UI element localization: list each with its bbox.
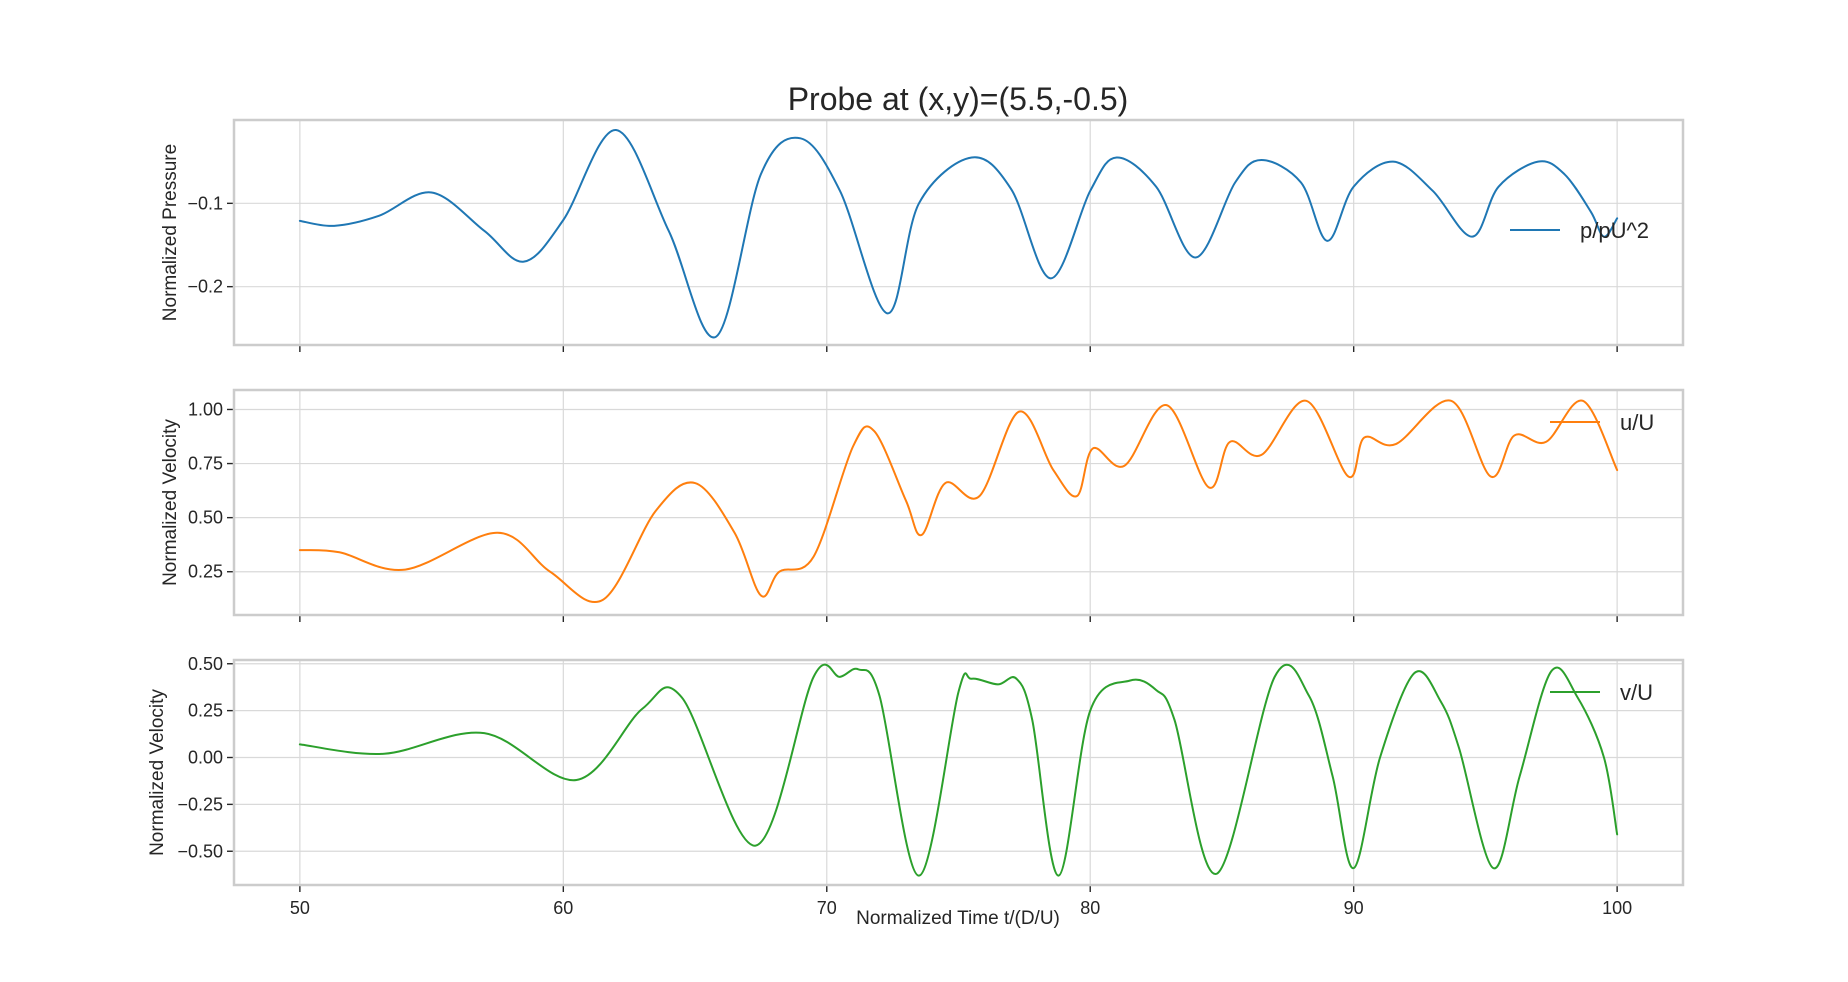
x-axis-label: Normalized Time t/(D/U) [856,908,1060,929]
legend-label: u/U [1620,410,1654,435]
y-tick-label: −0.25 [177,794,223,814]
legend-label: p/pU^2 [1580,218,1649,243]
x-tick-label: 50 [290,898,310,918]
y-tick-label: 0.50 [188,654,223,674]
series-line-v-u [298,663,1619,877]
y-tick-label: −0.2 [187,277,223,297]
x-tick-label: 100 [1602,898,1632,918]
series-line-p-pu-2 [298,128,1619,339]
legend-label: v/U [1620,680,1653,705]
series-line-u-u [298,399,1619,603]
y-axis-label: Normalized Velocity [160,419,181,586]
x-tick-label: 90 [1344,898,1364,918]
y-tick-label: 0.25 [188,562,223,582]
subplots: −0.1 −0.2 Normalized Pressure p/pU^2 0.25 0.5… [147,118,1685,918]
chart-title: Probe at (x,y)=(5.5,-0.5) [788,81,1129,117]
plot-frame [232,658,1685,887]
x-tick-label: 80 [1080,898,1100,918]
subplot-2: 0.25 0.50 0.75 1.00 Normalized Velocity u/U [160,388,1685,622]
y-tick-label: 0.25 [188,701,223,721]
y-tick-label: 0.75 [188,454,223,474]
subplot-3: −0.50 −0.25 0.00 0.25 0.50 50 60 70 80 90 100 Norma… [147,654,1685,918]
y-tick-label: 0.00 [188,748,223,768]
plot-frame [232,388,1685,617]
subplot-1: −0.1 −0.2 Normalized Pressure p/pU^2 [160,118,1685,352]
legend: u/U [1550,410,1654,435]
y-tick-label: −0.50 [177,841,223,861]
y-axis-label: Normalized Velocity [147,689,168,856]
y-tick-label: −0.1 [187,193,223,213]
plot-frame [232,118,1685,347]
x-tick-label: 70 [817,898,837,918]
y-tick-label: 1.00 [188,399,223,419]
legend: p/pU^2 [1510,218,1649,243]
y-tick-label: 0.50 [188,508,223,528]
y-axis-label: Normalized Pressure [160,144,181,321]
legend: v/U [1550,680,1653,705]
x-tick-label: 60 [553,898,573,918]
